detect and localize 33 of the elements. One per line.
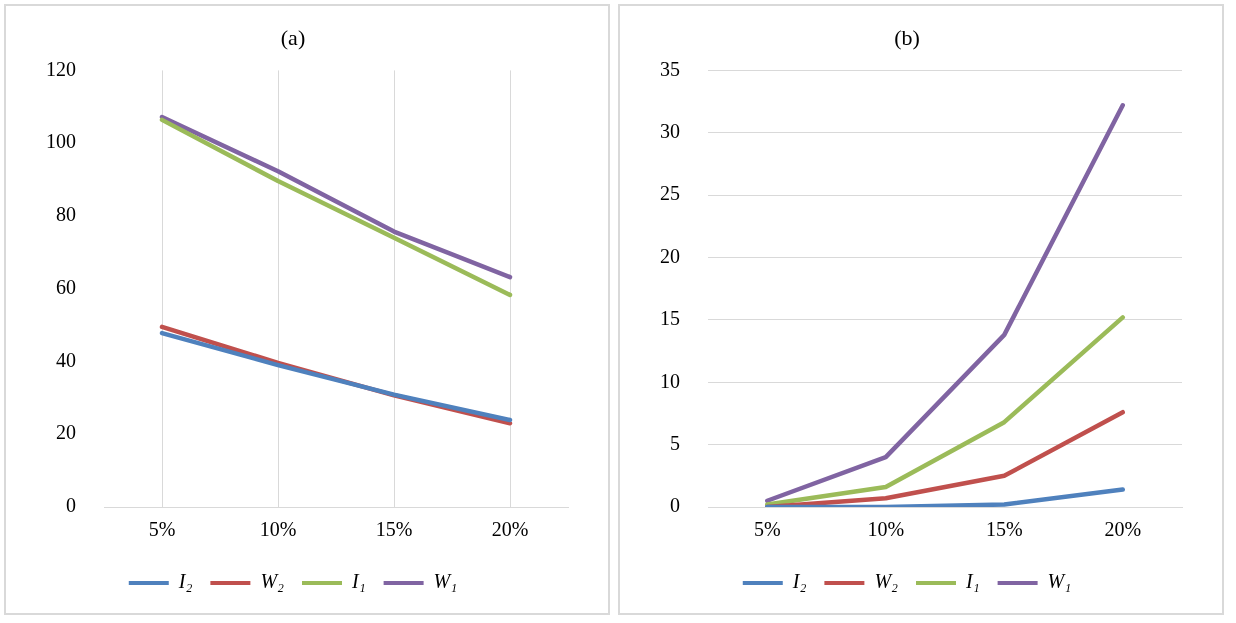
- y-tick-label: 40: [56, 348, 76, 371]
- legend-label: I₁: [351, 570, 366, 593]
- y-tick-label: 120: [46, 57, 76, 80]
- x-tick-label: 5%: [753, 518, 781, 541]
- y-tick-label: 30: [660, 120, 680, 143]
- x-tick-label: 15%: [985, 518, 1023, 541]
- x-tick-label: 20%: [491, 518, 529, 541]
- legend-label: W₁: [433, 570, 458, 593]
- legend-label: W₁: [1047, 570, 1072, 593]
- x-tick-label: 15%: [375, 518, 413, 541]
- x-tick-label: 20%: [1104, 518, 1142, 541]
- y-tick-label: 5: [670, 431, 680, 454]
- y-tick-label: 35: [660, 57, 680, 80]
- y-tick-label: 20: [56, 421, 76, 444]
- y-tick-label: 15: [660, 307, 680, 330]
- legend-label: I₂: [791, 570, 807, 593]
- legend-label: W₂: [260, 570, 285, 593]
- y-tick-label: 25: [660, 182, 680, 205]
- legend-label: W₂: [874, 570, 899, 593]
- chart-title: (a): [280, 24, 306, 50]
- chart-title: (b): [894, 24, 920, 50]
- legend-label: I₂: [177, 570, 193, 593]
- x-tick-label: 10%: [259, 518, 297, 541]
- y-tick-label: 0: [66, 494, 76, 517]
- y-tick-label: 20: [660, 244, 680, 267]
- y-tick-label: 80: [56, 203, 76, 226]
- y-tick-label: 100: [46, 130, 76, 153]
- x-tick-label: 5%: [148, 518, 176, 541]
- y-tick-label: 10: [660, 369, 680, 392]
- y-tick-label: 0: [670, 494, 680, 517]
- legend-label: I₁: [965, 570, 980, 593]
- x-tick-label: 10%: [867, 518, 905, 541]
- y-tick-label: 60: [56, 275, 76, 298]
